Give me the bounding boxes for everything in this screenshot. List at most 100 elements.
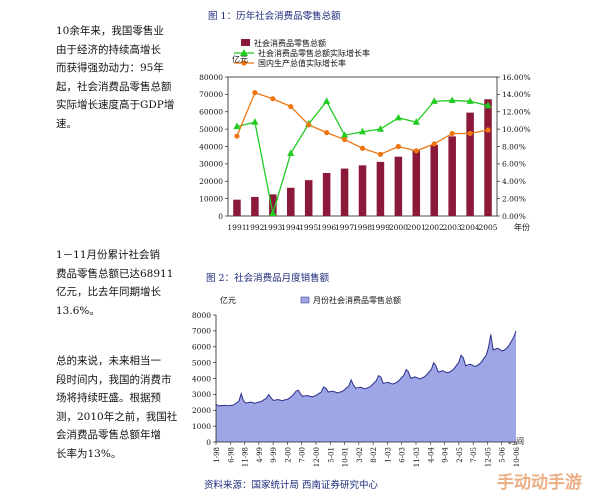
retail-growth-point (412, 118, 420, 125)
x-tick-label: 10-01 (342, 447, 350, 467)
bar (466, 112, 474, 216)
gdp-growth-point (431, 141, 437, 147)
x-tick-label: 4-04 (427, 446, 435, 462)
y-tick-label: 80000 (199, 73, 223, 82)
x-tick-label: 12-00 (313, 447, 321, 467)
y-tick-label: 3000 (192, 390, 211, 399)
x-tick-label: 1-98 (213, 447, 221, 463)
y-tick-label: 70000 (199, 90, 223, 99)
x-tick-label: 1999 (371, 223, 390, 232)
retail-growth-point (376, 125, 385, 132)
gdp-growth-point (306, 122, 312, 128)
y-tick-label: 1000 (192, 422, 211, 431)
gdp-growth-point (270, 96, 276, 102)
bar (233, 199, 241, 216)
y-tick-label: 40000 (199, 142, 223, 151)
legend-monthly-retail: 月份社会消费品零售总额 (313, 295, 401, 305)
watermark-logo: 手动动手游 (497, 473, 582, 493)
y-unit-label-2: 亿元 (220, 295, 236, 305)
gdp-growth-point (377, 151, 384, 157)
bar (251, 196, 259, 216)
legend-circle-marker (241, 60, 247, 66)
legend-gdp-growth: 国内生产总值实际增长率 (258, 58, 346, 68)
gdp-growth-point (324, 130, 330, 136)
bar (484, 99, 492, 216)
source-note: 资料来源：国家统计局 西南证券研究中心 (204, 480, 379, 491)
y-tick-label: 7000 (192, 327, 211, 336)
retail-growth-point (448, 96, 456, 104)
intro-paragraph: 10余年来，我国零售业 由于经济的持续高增长 而获得强劲动力：95年 起，社会消… (56, 25, 175, 130)
bar (304, 180, 313, 216)
x-tick-label: 2000 (389, 223, 408, 232)
x-tick-label: 3-02 (356, 447, 364, 463)
bar (340, 168, 349, 216)
x-tick-label: 2-00 (284, 447, 292, 463)
retail-growth-point (251, 118, 259, 125)
y-tick-label: 60000 (199, 108, 223, 117)
x-tick-label: 1-03 (384, 447, 392, 463)
legend-triangle-marker (240, 49, 248, 56)
retail-growth-point (466, 97, 474, 104)
x-tick-label: 1998 (353, 223, 372, 232)
x-tick-label: 11-03 (413, 447, 421, 467)
x-tick-label: 1994 (281, 223, 300, 232)
bar (376, 161, 385, 216)
legend-area-swatch (300, 296, 310, 304)
x-tick-label: 1995 (299, 223, 318, 232)
gdp-growth-point (395, 143, 401, 150)
x-tick-label: 2001 (407, 223, 426, 232)
y-tick-label: 0 (206, 438, 211, 447)
y2-tick-label: 8.00% (502, 142, 526, 151)
retail-growth-point (358, 127, 367, 135)
gdp-growth-point (252, 90, 258, 96)
x-tick-label: 1993 (263, 223, 282, 232)
y2-tick-label: 14.00% (502, 90, 531, 99)
x-tick-label: 10-06 (513, 446, 521, 467)
y2-tick-label: 2.00% (502, 194, 526, 203)
x-tick-label: 2-05 (456, 447, 464, 463)
gdp-growth-point (485, 127, 491, 133)
gdp-growth-point (413, 148, 419, 154)
x-tick-label: 1992 (245, 223, 264, 232)
y-tick-label: 30000 (199, 160, 223, 169)
bar (269, 194, 277, 216)
gdp-growth-point (341, 136, 348, 143)
figure2-title: 图 2：社会消费品月度销售额 (206, 273, 330, 284)
y-tick-label: 20000 (199, 177, 223, 186)
retail-growth-point (484, 101, 492, 109)
gdp-growth-point (467, 130, 473, 137)
x-unit-label: 年份 (514, 222, 530, 232)
x-tick-label: 8-02 (370, 447, 378, 463)
y-tick-label: 50000 (199, 125, 223, 134)
retail-growth-point (394, 113, 402, 121)
monthly-area (216, 330, 516, 442)
legend-bar-swatch (241, 39, 250, 46)
retail-growth-point (287, 149, 295, 157)
x-tick-label: 6-03 (399, 447, 407, 463)
bar (412, 150, 421, 216)
gdp-growth-point (234, 133, 240, 139)
monthly-line (215, 330, 517, 407)
y-tick-label: 6000 (192, 343, 211, 352)
legend-retail-total: 社会消费品零售总额 (254, 38, 326, 48)
x-tick-label: 2002 (425, 223, 444, 232)
bar (394, 156, 403, 216)
x-tick-label: 4-99 (256, 447, 264, 463)
sales-paragraph: 1－11月份累计社会销 费品零售总额已达68911 亿元，比去年同期增长 13.… (56, 249, 174, 317)
bar (448, 136, 456, 216)
x-tick-label: 12-05 (484, 447, 492, 467)
x-tick-label: 2004 (461, 223, 480, 232)
x-tick-label: 7-05 (470, 447, 478, 463)
x-tick-label: 6-98 (227, 447, 235, 463)
y-tick-label: 0 (218, 212, 223, 221)
x-tick-label: 7-00 (299, 447, 307, 463)
monthly-retail-chart: 月份社会消费品零售总额 亿元 时间 0100020003000400050006… (192, 295, 524, 467)
y-tick-label: 4000 (192, 374, 211, 383)
x-tick-label: 11-98 (242, 447, 250, 467)
x-tick-label: 2005 (478, 223, 497, 232)
y2-tick-label: 16.00% (502, 73, 531, 82)
y-tick-label: 8000 (192, 311, 211, 320)
x-tick-label: 5-06 (499, 446, 507, 462)
retail-growth-point (323, 97, 331, 104)
retail-growth-point (269, 209, 277, 216)
